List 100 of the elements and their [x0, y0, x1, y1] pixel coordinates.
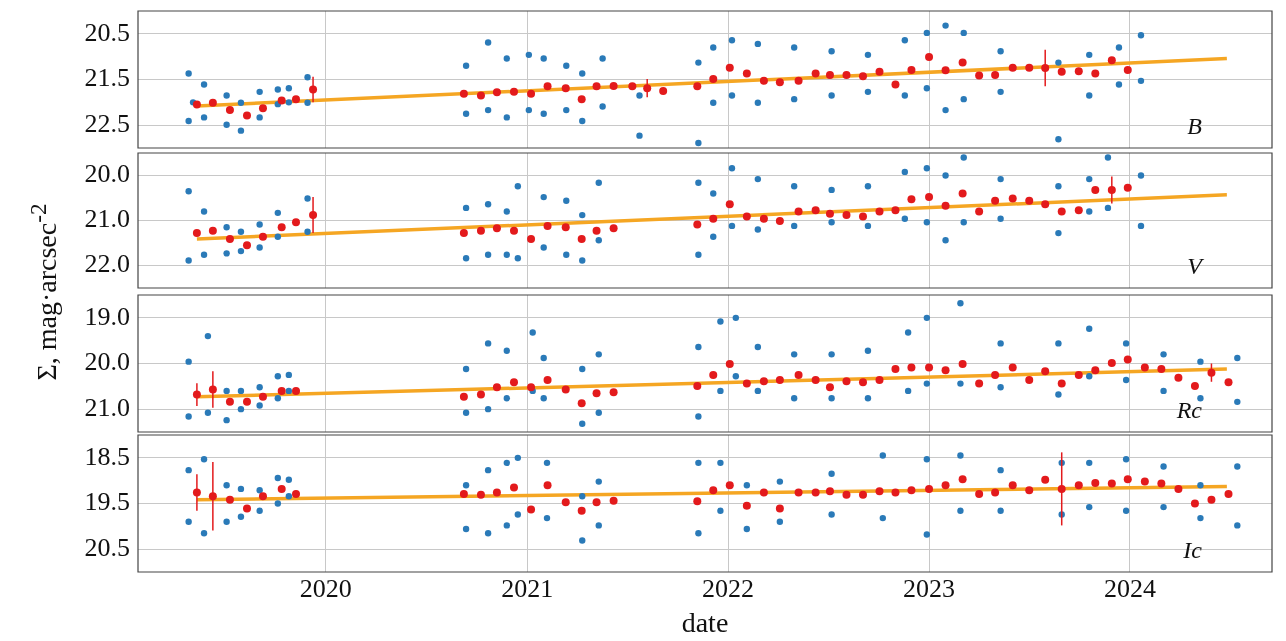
point	[277, 223, 286, 232]
point	[1057, 67, 1066, 76]
point	[208, 98, 217, 107]
point	[991, 488, 1000, 497]
x-tick-label: 2021	[501, 574, 554, 604]
point	[291, 386, 300, 395]
point	[925, 193, 934, 202]
point	[875, 207, 884, 216]
point	[742, 379, 751, 388]
point	[223, 482, 230, 489]
point	[925, 484, 934, 493]
point	[208, 226, 217, 235]
point	[592, 498, 601, 507]
point	[1207, 495, 1216, 504]
point	[1025, 63, 1034, 72]
point	[527, 505, 536, 514]
y-tick-label: 20.5	[84, 532, 130, 562]
point	[1157, 364, 1166, 373]
point	[577, 95, 586, 104]
point	[1123, 475, 1132, 484]
point	[958, 359, 967, 368]
point	[975, 379, 984, 388]
point	[759, 377, 768, 386]
y-tick-label: 20.0	[84, 159, 130, 189]
point	[695, 529, 702, 537]
point	[1074, 370, 1083, 379]
point	[237, 513, 245, 520]
point	[1008, 481, 1017, 490]
point	[192, 100, 201, 109]
x-tick-label: 2022	[702, 574, 755, 604]
point	[1025, 196, 1034, 205]
point	[459, 229, 468, 238]
point	[1086, 503, 1093, 511]
point	[693, 220, 702, 229]
point	[1123, 183, 1132, 192]
point	[842, 490, 851, 499]
y-tick-label: 21.5	[84, 63, 130, 93]
x-tick-label: 2020	[299, 574, 352, 604]
point	[577, 399, 586, 408]
point	[509, 483, 518, 492]
point	[277, 484, 286, 493]
point	[743, 525, 751, 533]
point	[794, 370, 803, 379]
point	[1057, 379, 1066, 388]
y-tick-label: 21.0	[84, 392, 130, 422]
point	[1074, 206, 1083, 215]
point	[579, 537, 586, 544]
point	[811, 206, 820, 215]
point	[492, 224, 501, 233]
point	[941, 366, 950, 375]
point	[775, 375, 784, 384]
point	[907, 363, 916, 372]
point	[509, 226, 518, 235]
point	[285, 492, 293, 500]
y-tick-label: 19.5	[84, 487, 130, 517]
point	[223, 518, 230, 525]
point	[256, 487, 263, 494]
point	[595, 478, 602, 485]
point	[1057, 484, 1066, 493]
point	[659, 86, 668, 95]
point	[875, 67, 884, 76]
point	[274, 474, 282, 482]
point	[891, 364, 900, 373]
point	[875, 375, 884, 384]
point	[1008, 363, 1017, 372]
point	[794, 76, 803, 85]
point	[476, 390, 485, 399]
point	[577, 506, 586, 515]
point	[503, 522, 511, 529]
point	[243, 397, 251, 406]
y-tick-label: 21.0	[84, 204, 130, 234]
point	[991, 196, 1000, 205]
point	[842, 211, 851, 220]
point	[1123, 355, 1132, 364]
point	[828, 470, 835, 478]
y-tick-label: 22.5	[84, 108, 130, 138]
point	[1224, 489, 1233, 498]
point	[858, 212, 867, 221]
point	[1174, 484, 1183, 493]
point	[858, 72, 867, 81]
point	[1074, 481, 1083, 490]
point	[225, 495, 234, 504]
point	[476, 490, 485, 499]
point	[543, 481, 552, 490]
point	[1074, 67, 1083, 76]
point	[192, 229, 201, 238]
point	[1160, 463, 1167, 470]
point	[561, 223, 570, 232]
point	[709, 214, 718, 223]
point	[759, 76, 768, 85]
point	[891, 80, 900, 89]
point	[1107, 479, 1116, 488]
point	[1057, 207, 1066, 216]
point	[225, 397, 234, 406]
point	[462, 482, 470, 489]
annotation: V	[1187, 253, 1205, 280]
point	[243, 111, 251, 120]
point	[923, 456, 931, 463]
point	[825, 383, 834, 392]
point	[527, 89, 536, 98]
